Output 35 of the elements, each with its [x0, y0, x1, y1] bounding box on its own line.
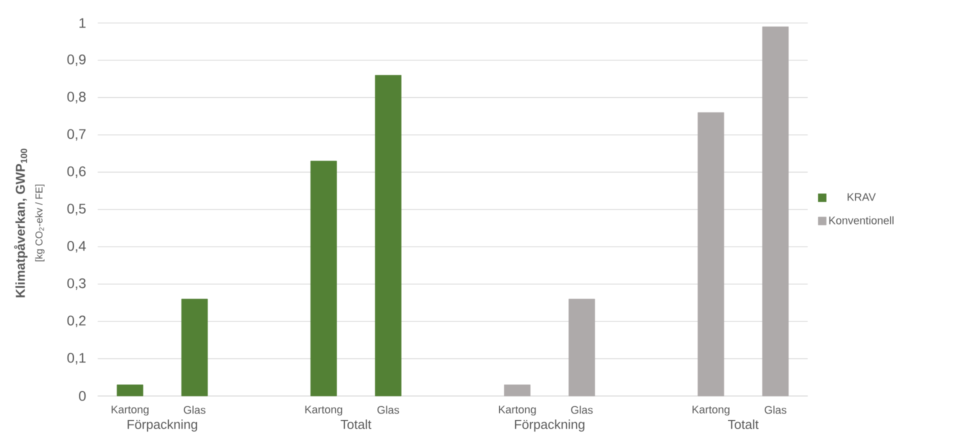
x-tick-label: Kartong	[305, 406, 342, 416]
y-tick-label: 0,9	[67, 54, 86, 66]
x-tick-label: Kartong	[692, 406, 730, 416]
text: Totalt	[340, 420, 372, 430]
bar	[762, 26, 789, 396]
y-axis-title: Klimatpåverkan, GWP$_{100}$	[14, 148, 28, 298]
x-tick-label: Glas	[377, 406, 400, 414]
y-tick-label: 0,8	[67, 92, 86, 104]
y-tick-label: 0	[79, 391, 86, 401]
x-tick-label: Kartong	[112, 406, 148, 416]
legend-label: Konventionell	[829, 216, 894, 224]
text: Förpackning	[128, 420, 198, 432]
x-tick-label: Kartong	[499, 406, 536, 416]
y-tick-label: 0,3	[67, 278, 86, 290]
x-tick-label: Glas	[764, 406, 786, 414]
legend-label: KRAV	[848, 193, 876, 201]
text: Totalt	[728, 420, 759, 430]
y-tick-label: 0,5	[67, 204, 86, 216]
y-tick-label: 1	[80, 18, 86, 28]
text: [kg CO$_{2}$-ekv / FE]	[35, 184, 44, 262]
y-tick-label: 0,6	[67, 166, 86, 178]
bar	[504, 384, 530, 396]
y-tick-label: 0,1	[67, 352, 86, 364]
x-tick-label: Glas	[184, 406, 206, 414]
bar	[568, 298, 596, 396]
y-tick-label: 0,4	[67, 241, 86, 253]
bar	[116, 384, 144, 396]
text: Förpackning	[514, 420, 584, 432]
bar	[374, 75, 402, 396]
bar	[310, 160, 337, 396]
y-tick-label: 0,7	[67, 129, 86, 141]
bar	[698, 112, 724, 396]
x-tick-label: Glas	[571, 406, 593, 414]
bar	[181, 298, 208, 396]
y-tick-label: 0,2	[67, 316, 86, 328]
